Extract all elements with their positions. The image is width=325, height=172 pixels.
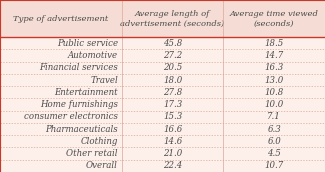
Bar bbox=[0, 111, 122, 123]
Bar bbox=[122, 74, 223, 86]
Bar bbox=[0, 49, 122, 62]
Text: 4.5: 4.5 bbox=[267, 149, 281, 158]
Text: Entertainment: Entertainment bbox=[54, 88, 118, 97]
Text: Overall: Overall bbox=[86, 161, 118, 170]
Text: 18.0: 18.0 bbox=[163, 76, 182, 85]
Text: 16.3: 16.3 bbox=[265, 63, 284, 72]
Text: 10.0: 10.0 bbox=[265, 100, 284, 109]
Bar bbox=[223, 111, 325, 123]
Text: 20.5: 20.5 bbox=[163, 63, 182, 72]
Text: Average time viewed
(seconds): Average time viewed (seconds) bbox=[230, 10, 318, 28]
Bar bbox=[0, 123, 122, 135]
Text: Other retail: Other retail bbox=[67, 149, 118, 158]
Text: 17.3: 17.3 bbox=[163, 100, 182, 109]
Bar bbox=[0, 74, 122, 86]
Bar bbox=[122, 62, 223, 74]
Bar bbox=[122, 160, 223, 172]
Text: 27.2: 27.2 bbox=[163, 51, 182, 60]
Text: 10.7: 10.7 bbox=[265, 161, 284, 170]
Text: Clothing: Clothing bbox=[81, 137, 118, 146]
Bar bbox=[122, 86, 223, 98]
Bar bbox=[0, 62, 122, 74]
Bar bbox=[223, 147, 325, 160]
Bar bbox=[122, 123, 223, 135]
Bar bbox=[122, 49, 223, 62]
Text: 14.6: 14.6 bbox=[163, 137, 182, 146]
Text: Financial services: Financial services bbox=[39, 63, 118, 72]
Text: 27.8: 27.8 bbox=[163, 88, 182, 97]
Text: 7.1: 7.1 bbox=[267, 112, 281, 121]
Text: consumer electronics: consumer electronics bbox=[24, 112, 118, 121]
Bar bbox=[0, 0, 122, 37]
Text: Travel: Travel bbox=[90, 76, 118, 85]
Bar bbox=[223, 160, 325, 172]
Text: 18.5: 18.5 bbox=[265, 39, 284, 48]
Text: 45.8: 45.8 bbox=[163, 39, 182, 48]
Bar bbox=[122, 147, 223, 160]
Bar bbox=[122, 98, 223, 111]
Bar bbox=[223, 62, 325, 74]
Bar bbox=[0, 147, 122, 160]
Text: 14.7: 14.7 bbox=[265, 51, 284, 60]
Text: Home furnishings: Home furnishings bbox=[40, 100, 118, 109]
Bar bbox=[122, 111, 223, 123]
Text: Public service: Public service bbox=[57, 39, 118, 48]
Bar bbox=[0, 135, 122, 147]
Bar bbox=[223, 123, 325, 135]
Bar bbox=[0, 37, 122, 49]
Bar bbox=[223, 86, 325, 98]
Bar bbox=[0, 98, 122, 111]
Bar bbox=[223, 74, 325, 86]
Bar bbox=[223, 98, 325, 111]
Text: Automotive: Automotive bbox=[68, 51, 118, 60]
Bar bbox=[223, 135, 325, 147]
Bar bbox=[0, 160, 122, 172]
Text: 22.4: 22.4 bbox=[163, 161, 182, 170]
Text: 6.0: 6.0 bbox=[267, 137, 281, 146]
Text: 10.8: 10.8 bbox=[265, 88, 284, 97]
Text: Average length of
advertisement (seconds): Average length of advertisement (seconds… bbox=[121, 10, 225, 28]
Bar bbox=[122, 135, 223, 147]
Text: 16.6: 16.6 bbox=[163, 125, 182, 134]
Text: 6.3: 6.3 bbox=[267, 125, 281, 134]
Text: 15.3: 15.3 bbox=[163, 112, 182, 121]
Bar bbox=[223, 37, 325, 49]
Bar bbox=[223, 0, 325, 37]
Bar bbox=[122, 0, 223, 37]
Bar bbox=[223, 49, 325, 62]
Text: 21.0: 21.0 bbox=[163, 149, 182, 158]
Text: Type of advertisement: Type of advertisement bbox=[13, 15, 109, 23]
Bar bbox=[122, 37, 223, 49]
Text: Pharmaceuticals: Pharmaceuticals bbox=[46, 125, 118, 134]
Text: 13.0: 13.0 bbox=[265, 76, 284, 85]
Bar bbox=[0, 86, 122, 98]
